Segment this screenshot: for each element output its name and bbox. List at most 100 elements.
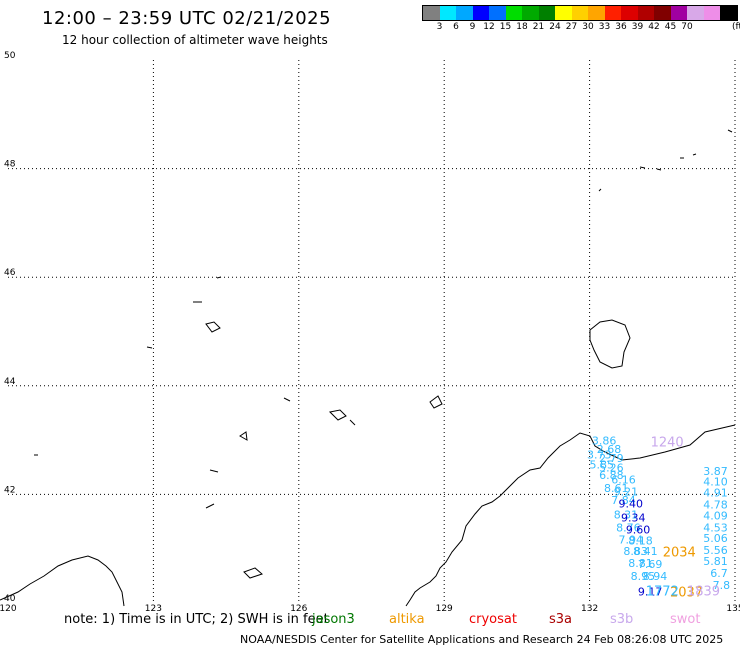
wave-height-label: 7.94 [619,533,644,546]
legend-swatch [604,6,621,20]
wave-height-label: 3.86 [592,434,617,447]
chart-subtitle: 12 hour collection of altimeter wave hei… [62,33,328,47]
color-scale-unit: (ft) [732,22,740,32]
legend-swatch [637,6,654,20]
legend-tick: 6 [453,22,459,32]
island-5 [283,397,291,402]
satellite-label-cryosat: cryosat [469,612,517,627]
legend-swatch [703,6,720,20]
wave-height-label: 8.41 [633,545,658,558]
x-tick-label: 123 [145,604,162,614]
track-time-label: 2034 [663,545,696,560]
wave-height-label: 8.81 [628,557,653,570]
legend-tick: 39 [631,22,644,32]
legend-swatch [687,6,704,20]
legend-swatch [489,6,506,20]
legend-tick: 33 [598,22,611,32]
track-time-label: 1240 [651,436,684,451]
coastline [0,129,736,607]
x-tick-label: 135 [726,604,740,614]
satellite-label-swot: swot [670,612,701,627]
wave-height-label: 5.81 [703,555,728,568]
legend-tick: 18 [516,22,528,32]
wave-height-label: 4.09 [703,509,728,522]
wave-height-label: 5.06 [703,532,728,545]
wave-height-label: 4.10 [703,476,728,489]
credit-line: NOAA/NESDIS Center for Satellite Applica… [240,633,724,646]
axis-labels: 120 123 126 129 132 135 40 42 44 46 48 50 [0,51,740,614]
y-tick-label: 46 [4,268,16,278]
island-3 [205,321,221,333]
legend-swatch [538,6,555,20]
chart-title: 12:00 – 23:59 UTC 02/21/2025 [42,8,332,29]
x-tick-label: 120 [0,604,17,614]
wave-height-label: 6.88 [599,469,624,482]
wave-height-label: 5.56 [703,544,728,557]
satellite-label-s3a: s3a [549,612,573,627]
y-tick-label: 42 [4,485,15,495]
wave-height-label: 8.61 [604,482,629,495]
island-ne-4 [692,153,697,156]
legend-tick: 21 [532,22,545,32]
wave-height-label: 9.60 [626,523,651,536]
island-6 [328,409,347,421]
island-ne-2 [656,168,662,171]
wave-height-label: 6.7 [710,567,728,580]
wave-height-label: 5.85 [589,458,614,471]
wave-height-label: 8.94 [643,570,668,583]
legend-tick: 70 [681,22,693,32]
legend-tick: 9 [469,22,476,32]
y-tick-label: 40 [4,594,16,604]
wave-height-label: 2.68 [597,443,622,456]
island-ne-1 [639,166,646,169]
x-tick-label: 126 [290,604,307,614]
x-tick-label: 132 [581,604,598,614]
wave-height-label: 2.79 [599,452,624,465]
legend-tick: 27 [565,22,578,32]
legend-swatch [720,6,737,20]
wave-height-label: 8.83 [623,545,648,558]
y-tick-label: 50 [4,51,16,61]
legend-swatch [456,6,473,20]
y-tick-label: 48 [4,160,16,170]
track-time-label: 1772 [646,584,679,599]
wave-height-label: 3.87 [703,465,728,478]
color-scale-bar [422,5,738,21]
legend-tick: 24 [549,22,561,32]
footer-note: note: 1) Time is in UTC; 2) SWH is in fe… [64,612,329,627]
satellite-label-s3b: s3b [610,612,634,627]
legend-swatch [621,6,638,20]
legend-tick: 3 [436,22,443,32]
wave-height-label: 7.8 [713,579,731,592]
legend-tick: 30 [582,22,594,32]
wave-height-label: 3.73 [587,449,612,462]
track-time-label: 2037 [670,585,703,600]
island-9 [239,431,248,441]
wave-height-label: 9.34 [621,512,646,525]
wave-height-label: 4.53 [703,521,728,534]
legend-swatch [439,6,456,20]
legend-swatch [522,6,539,20]
coastline-mainland [405,424,736,607]
island-8 [429,395,443,409]
island-1 [216,276,222,279]
legend-swatch [588,6,605,20]
wave-height-label: 4.91 [703,487,728,500]
track-time-label: 1839 [687,584,720,599]
y-tick-label: 44 [4,377,16,387]
wave-height-readings: 3.862.683.732.795.855.266.886.168.619.21… [587,434,730,598]
wave-height-label: 8.31 [614,508,639,521]
wave-height-label: 4.78 [703,499,728,512]
map-grid [8,60,736,603]
wave-height-label: 9.17 [638,585,663,598]
legend-tick: 12 [483,22,495,32]
island-4 [146,346,153,349]
legend-swatch [555,6,572,20]
satellite-label-altika: altika [389,612,425,627]
legend-swatch [654,6,671,20]
island-14 [598,188,602,192]
x-tick-label: 129 [436,604,453,614]
color-scale-ticks: 3 6 9 12 15 18 21 24 27 30 33 36 39 42 45 70 [422,22,740,36]
